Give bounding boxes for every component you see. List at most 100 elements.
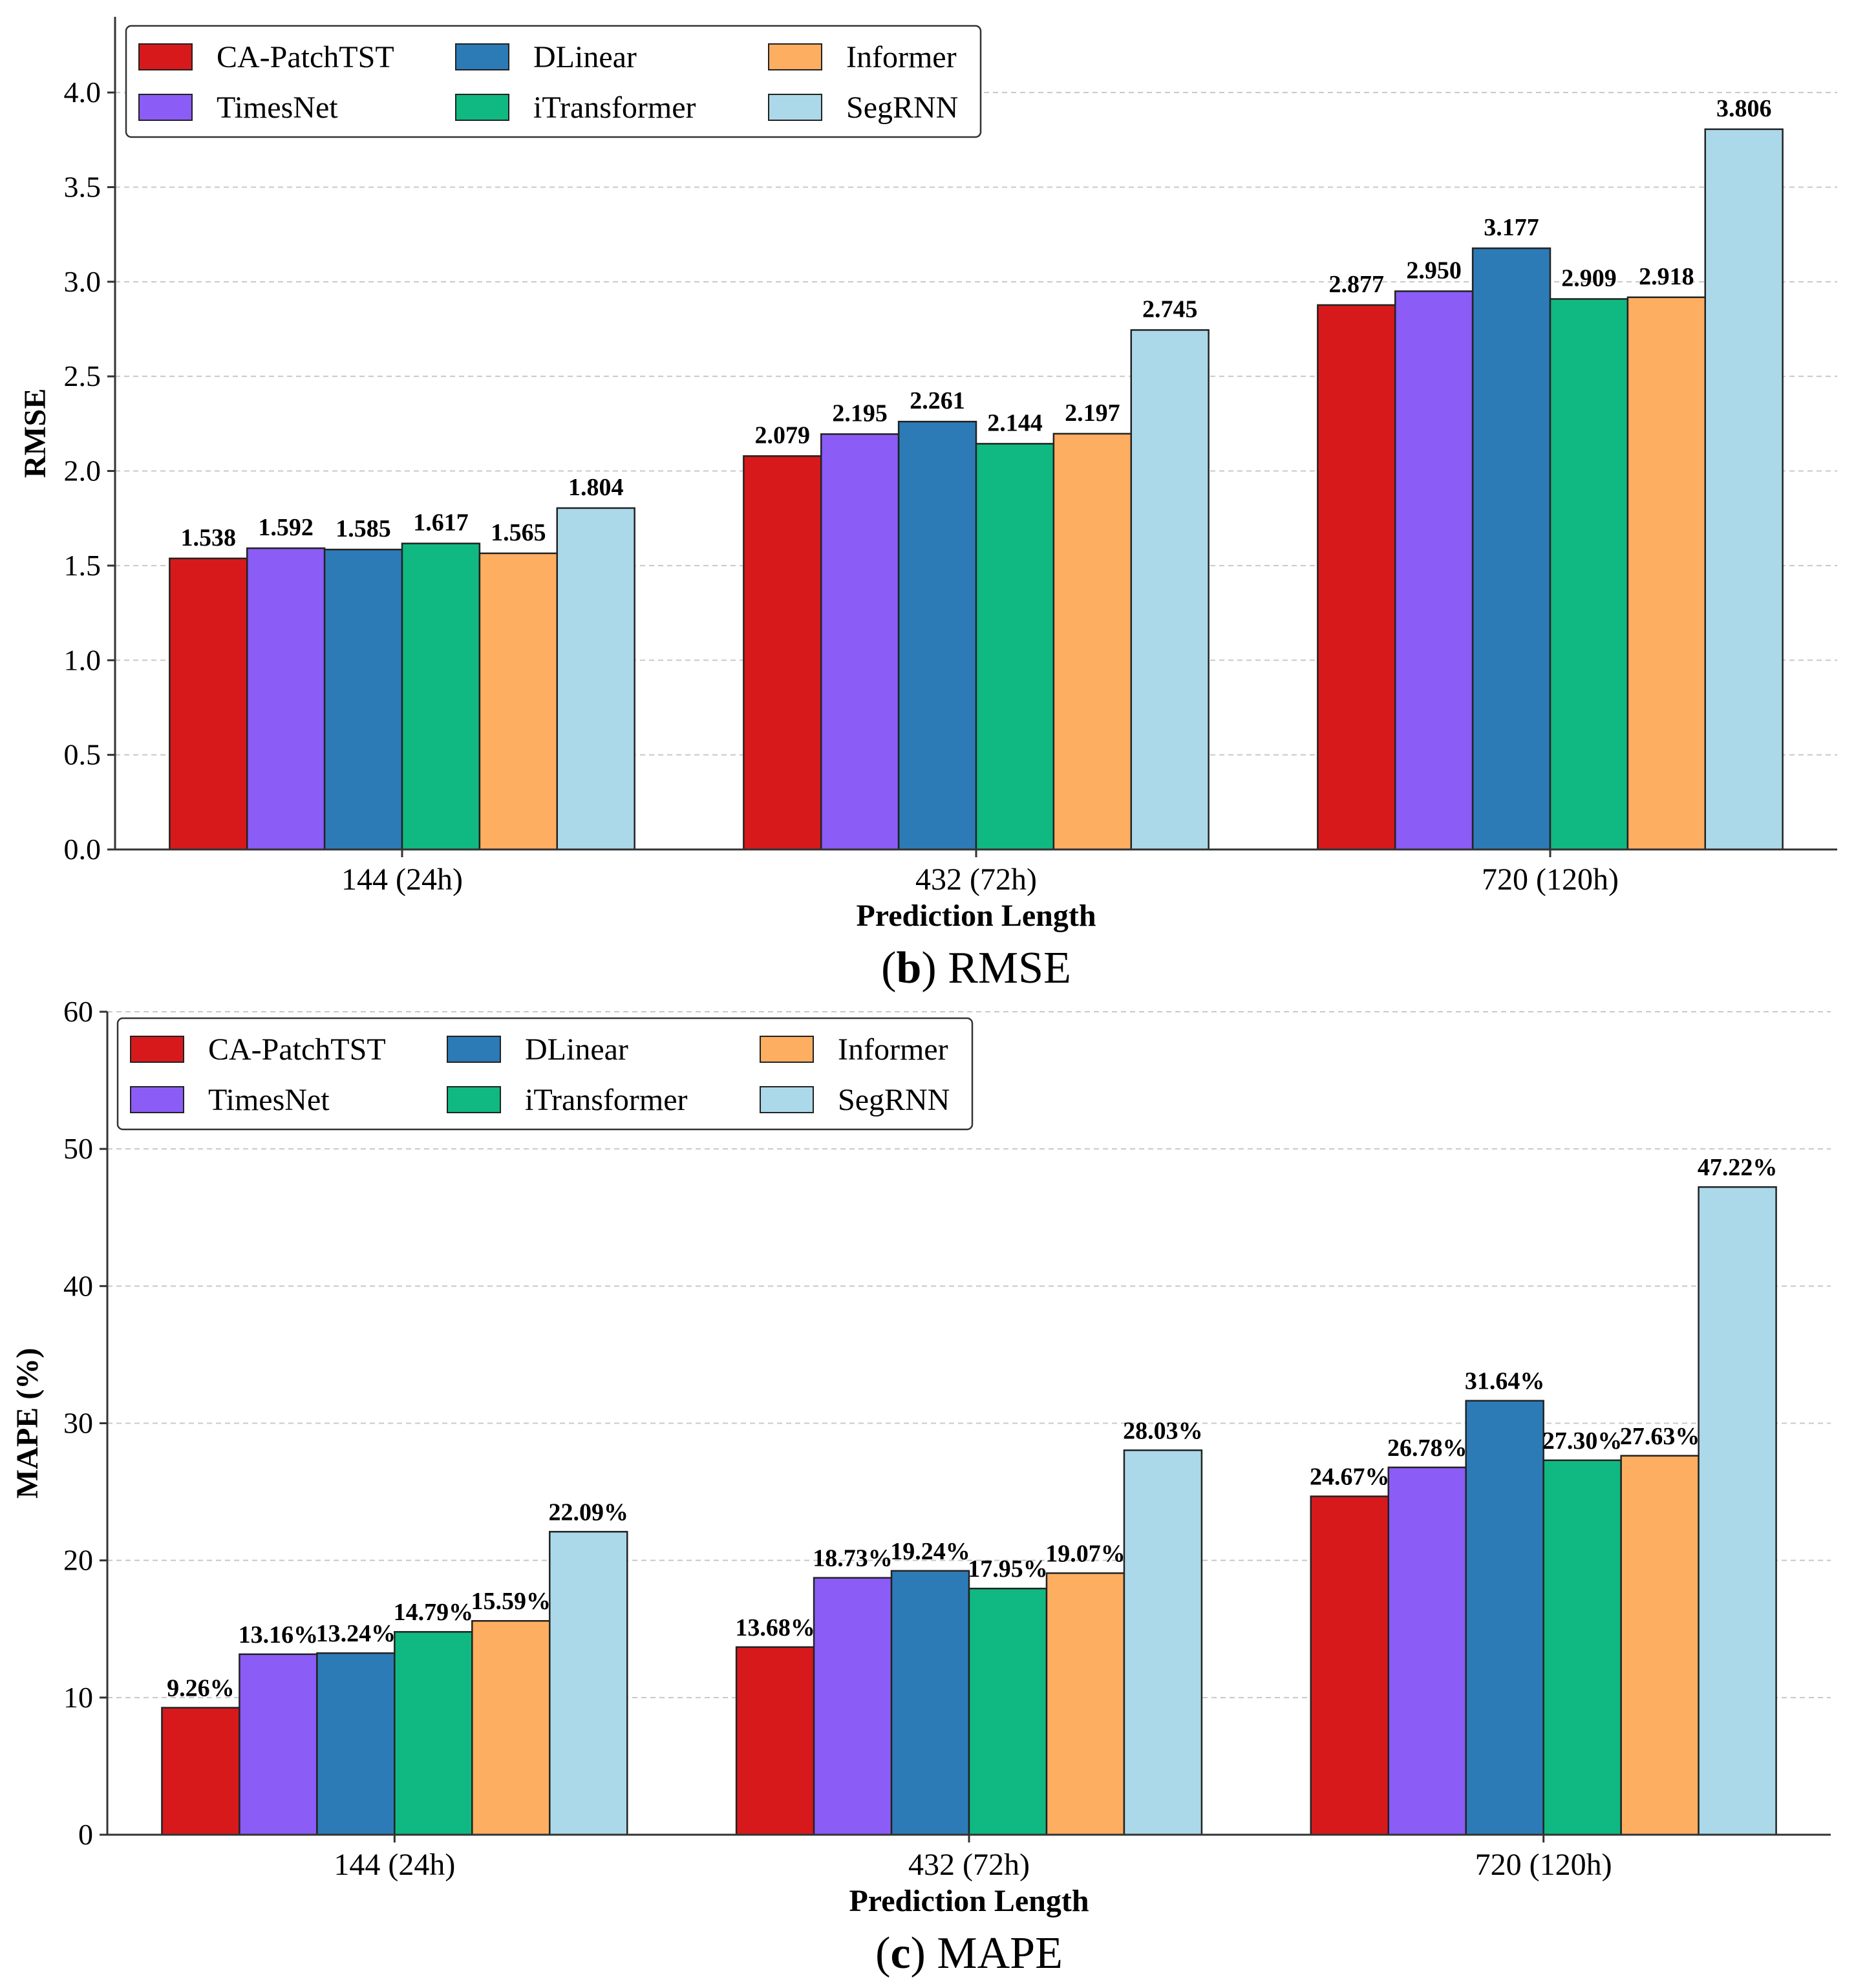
- bar-informer-0: [478, 552, 559, 851]
- x-tick-label: 432 (72h): [915, 862, 1037, 897]
- data-label: 14.79%: [394, 1599, 474, 1626]
- legend-swatch-itransformer: [447, 1086, 501, 1113]
- data-label: 15.59%: [471, 1588, 551, 1615]
- legend-swatch-timesnet: [138, 94, 193, 121]
- y-tick-label: 10: [63, 1681, 93, 1714]
- legend-label: SegRNN: [846, 91, 958, 125]
- bar-ca-patchtst-2: [1317, 304, 1396, 851]
- y-tick-label: 2.0: [64, 454, 101, 487]
- legend-frame: [116, 1017, 974, 1131]
- legend-swatch-informer: [760, 1036, 814, 1063]
- legend-label: DLinear: [533, 40, 637, 74]
- data-label: 17.95%: [968, 1555, 1048, 1583]
- x-axis-title: Prediction Length: [849, 1884, 1089, 1918]
- y-tick-label: 0.5: [64, 738, 101, 771]
- bar-ca-patchtst-1: [743, 455, 822, 851]
- y-tick-label: 3.0: [64, 265, 101, 298]
- legend-label: SegRNN: [838, 1083, 950, 1117]
- bar-ca-patchtst-2: [1310, 1495, 1389, 1836]
- x-tick-label: 720 (120h): [1482, 862, 1619, 897]
- bar-segrnn-1: [1123, 1449, 1203, 1836]
- legend-swatch-timesnet: [130, 1086, 184, 1113]
- bar-informer-1: [1045, 1572, 1125, 1836]
- x-tick-label: 432 (72h): [908, 1848, 1030, 1882]
- bar-segrnn-2: [1698, 1186, 1777, 1836]
- bar-dlinear-2: [1465, 1400, 1544, 1836]
- bar-timesnet-0: [239, 1653, 318, 1836]
- data-label: 18.73%: [813, 1545, 893, 1572]
- legend-label: TimesNet: [208, 1083, 330, 1117]
- bar-itransformer-1: [968, 1587, 1048, 1836]
- bar-timesnet-0: [246, 547, 326, 851]
- data-label: 27.63%: [1620, 1423, 1700, 1450]
- legend-label: CA-PatchTST: [217, 40, 394, 74]
- data-label: 2.909: [1561, 264, 1617, 292]
- bar-ca-patchtst-0: [169, 557, 248, 851]
- x-tick-label: 144 (24h): [341, 862, 463, 897]
- bar-informer-0: [471, 1619, 551, 1836]
- y-tick-label: 40: [63, 1269, 93, 1302]
- bar-ca-patchtst-1: [735, 1646, 815, 1836]
- bar-dlinear-2: [1471, 247, 1551, 851]
- data-label: 13.68%: [735, 1614, 815, 1641]
- y-tick-label: 1.5: [64, 549, 101, 582]
- y-tick-label: 3.5: [64, 170, 101, 203]
- bar-itransformer-2: [1549, 298, 1629, 851]
- x-tick-label: 144 (24h): [334, 1848, 455, 1882]
- data-label: 1.592: [258, 514, 314, 541]
- data-label: 2.950: [1406, 257, 1462, 284]
- data-label: 2.261: [910, 387, 965, 414]
- legend-swatch-ca-patchtst: [138, 43, 193, 70]
- legend-swatch-segrnn: [760, 1086, 814, 1113]
- data-label: 2.197: [1065, 400, 1120, 427]
- bar-timesnet-2: [1387, 1466, 1467, 1836]
- bar-segrnn-2: [1704, 128, 1784, 851]
- data-label: 28.03%: [1123, 1417, 1203, 1444]
- bar-informer-2: [1626, 296, 1707, 851]
- data-label: 13.16%: [239, 1621, 319, 1649]
- data-label: 47.22%: [1698, 1154, 1778, 1181]
- data-label: 27.30%: [1542, 1427, 1623, 1455]
- bar-dlinear-1: [890, 1570, 970, 1836]
- y-tick-label: 30: [63, 1407, 93, 1440]
- figure-caption: (b) RMSE: [881, 943, 1071, 993]
- data-label: 1.565: [491, 519, 546, 546]
- bar-itransformer-2: [1542, 1459, 1622, 1836]
- y-axis-title: RMSE: [18, 389, 52, 478]
- legend-swatch-segrnn: [768, 94, 822, 121]
- legend-swatch-itransformer: [455, 94, 509, 121]
- bar-timesnet-1: [820, 433, 900, 851]
- bar-timesnet-2: [1394, 290, 1474, 851]
- y-tick-label: 0: [78, 1818, 93, 1851]
- legend-swatch-dlinear: [455, 43, 509, 70]
- x-axis-title: Prediction Length: [856, 899, 1096, 933]
- bar-dlinear-0: [323, 548, 403, 851]
- legend-swatch-informer: [768, 43, 822, 70]
- y-tick-label: 1.0: [64, 643, 101, 676]
- bar-dlinear-0: [316, 1652, 396, 1836]
- data-label: 3.177: [1484, 214, 1539, 241]
- y-tick-label: 50: [63, 1132, 93, 1165]
- bar-segrnn-0: [549, 1531, 628, 1836]
- legend: CA-PatchTST DLinear Informer TimesNet iTrans…: [116, 1017, 974, 1131]
- x-tick-label: 720 (120h): [1475, 1848, 1612, 1882]
- legend-label: iTransformer: [525, 1083, 688, 1117]
- data-label: 1.585: [336, 515, 391, 542]
- legend-label: DLinear: [525, 1032, 628, 1067]
- data-label: 1.804: [568, 474, 624, 501]
- data-label: 2.079: [755, 422, 811, 449]
- figure-caption: (c) MAPE: [875, 1928, 1063, 1978]
- legend-swatch-ca-patchtst: [130, 1036, 184, 1063]
- legend: CA-PatchTST DLinear Informer TimesNet iTrans…: [125, 25, 982, 138]
- bar-itransformer-0: [394, 1630, 473, 1836]
- bar-itransformer-0: [401, 542, 481, 851]
- legend-label: iTransformer: [533, 91, 696, 125]
- y-tick-label: 0.0: [64, 833, 101, 866]
- y-tick-label: 20: [63, 1544, 93, 1577]
- data-label: 9.26%: [167, 1675, 235, 1702]
- data-label: 24.67%: [1310, 1464, 1390, 1491]
- data-label: 2.745: [1142, 295, 1198, 323]
- legend-frame: [125, 25, 982, 138]
- bar-segrnn-1: [1130, 329, 1210, 851]
